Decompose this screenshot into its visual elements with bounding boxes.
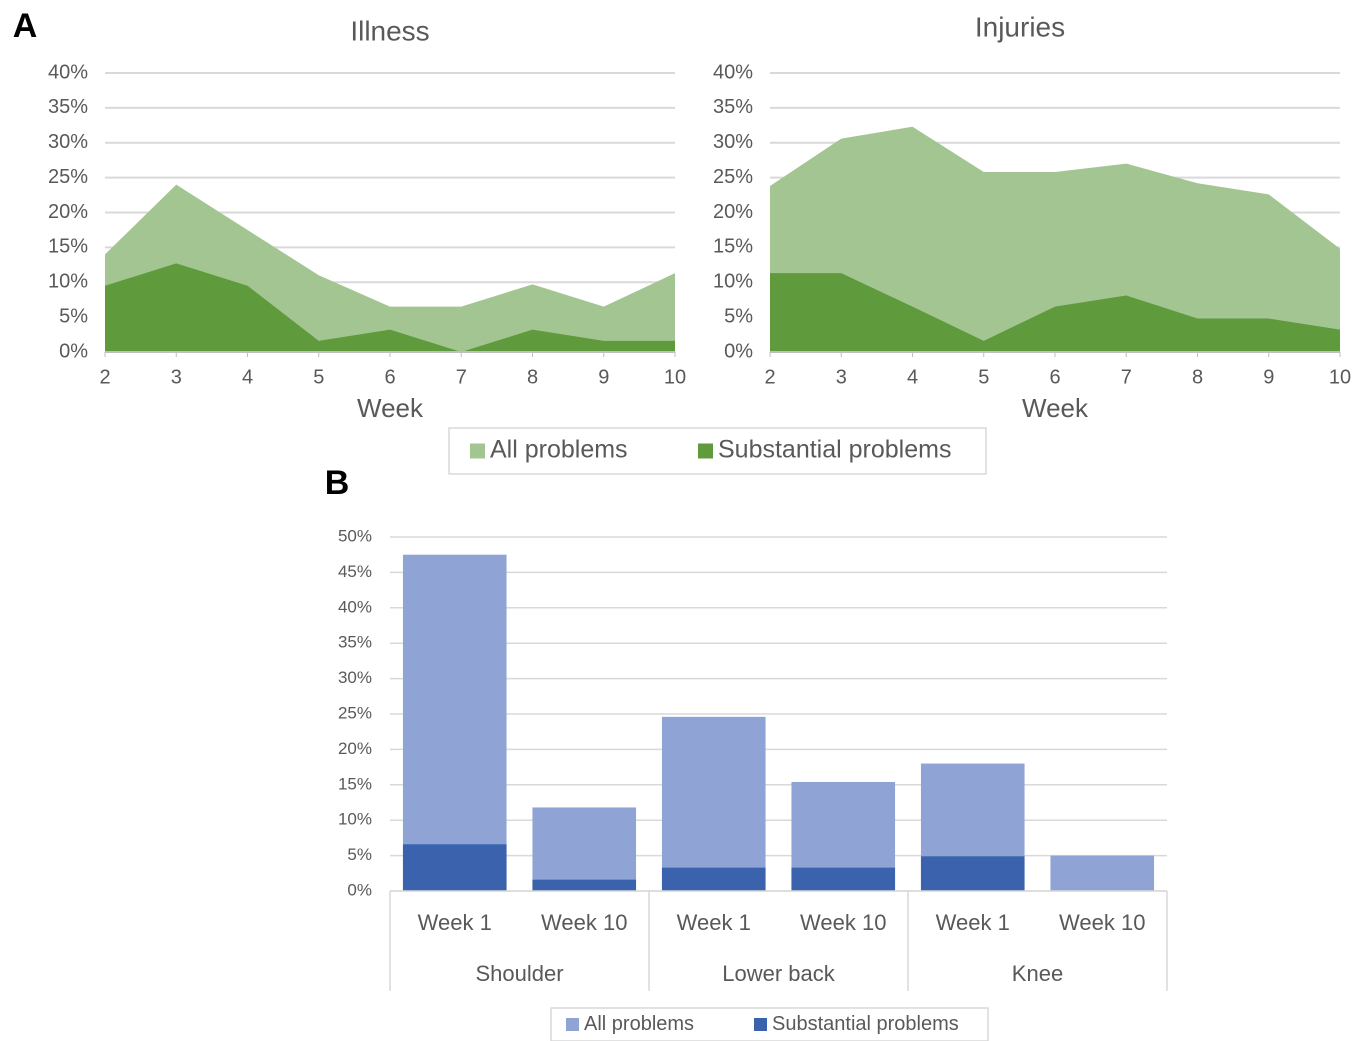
y-tick-label: 15%	[338, 774, 372, 793]
y-tick-label: 30%	[713, 131, 753, 153]
y-tick-label: 25%	[713, 166, 753, 188]
x-tick-label: 6	[384, 366, 395, 388]
y-tick-label: 40%	[713, 61, 753, 83]
y-tick-label: 15%	[48, 236, 88, 258]
y-tick-label: 40%	[48, 61, 88, 83]
y-tick-label: 45%	[338, 562, 372, 581]
x-tick-label: Week 1	[936, 910, 1010, 935]
y-tick-label: 0%	[347, 880, 372, 899]
x-tick-label: 9	[1263, 366, 1274, 388]
x-tick-label: 8	[527, 366, 538, 388]
panel-label: A	[13, 7, 38, 45]
x-tick-label: 8	[1192, 366, 1203, 388]
x-tick-label: 7	[456, 366, 467, 388]
y-tick-label: 30%	[338, 668, 372, 687]
legend-label: All problems	[584, 1013, 694, 1035]
bar	[402, 554, 507, 891]
legend-swatch	[566, 1018, 579, 1031]
legend-box	[448, 427, 987, 475]
y-tick-label: 0%	[724, 340, 753, 362]
y-tick-label: 0%	[59, 340, 88, 362]
x-tick-label: 2	[764, 366, 775, 388]
chart-title: Injuries	[975, 11, 1065, 42]
bar	[661, 716, 766, 891]
x-tick-label: Week 10	[541, 910, 627, 935]
bar	[532, 879, 637, 891]
y-tick-label: 5%	[59, 305, 88, 327]
legend-swatch	[698, 443, 713, 459]
group-label: Shoulder	[475, 961, 563, 986]
legend-label: Substantial problems	[772, 1013, 959, 1035]
y-tick-label: 35%	[48, 96, 88, 118]
legend-box	[550, 1007, 989, 1041]
bar	[661, 867, 766, 891]
x-tick-label: Week 1	[418, 910, 492, 935]
y-tick-label: 30%	[48, 131, 88, 153]
y-tick-label: 10%	[338, 810, 372, 829]
y-tick-label: 5%	[724, 305, 753, 327]
x-axis-label: Week	[357, 393, 424, 423]
y-tick-label: 40%	[338, 597, 372, 616]
group-label: Lower back	[722, 961, 836, 986]
bar	[791, 867, 896, 891]
x-tick-label: 10	[664, 366, 686, 388]
y-tick-label: 25%	[338, 703, 372, 722]
area	[770, 126, 1340, 353]
x-axis-label: Week	[1022, 393, 1089, 423]
y-tick-label: 10%	[48, 271, 88, 293]
x-tick-label: Week 10	[800, 910, 886, 935]
y-tick-label: 25%	[48, 166, 88, 188]
y-tick-label: 10%	[713, 271, 753, 293]
legend-swatch	[470, 443, 485, 459]
x-tick-label: 3	[171, 366, 182, 388]
x-tick-label: 6	[1049, 366, 1060, 388]
area	[770, 273, 1340, 352]
x-tick-label: 10	[1329, 366, 1351, 388]
x-tick-label: 4	[907, 366, 918, 388]
x-tick-label: 5	[313, 366, 324, 388]
panel-label: B	[325, 464, 350, 502]
bar	[402, 844, 507, 891]
x-tick-label: 4	[242, 366, 253, 388]
y-tick-label: 15%	[713, 236, 753, 258]
y-tick-label: 35%	[338, 633, 372, 652]
chart-title: Illness	[350, 15, 429, 46]
y-tick-label: 20%	[338, 739, 372, 758]
x-tick-label: 9	[598, 366, 609, 388]
x-tick-label: 2	[99, 366, 110, 388]
bar	[532, 807, 637, 891]
bar	[920, 856, 1025, 891]
legend-label: All problems	[490, 436, 628, 464]
y-tick-label: 20%	[713, 201, 753, 223]
x-tick-label: 5	[978, 366, 989, 388]
legend-swatch	[754, 1018, 767, 1031]
y-tick-label: 50%	[338, 526, 372, 545]
area	[105, 263, 675, 352]
group-label: Knee	[1012, 961, 1063, 986]
bar	[1050, 855, 1155, 891]
legend-label: Substantial problems	[718, 436, 951, 464]
y-tick-label: 20%	[48, 201, 88, 223]
x-tick-label: Week 1	[677, 910, 751, 935]
y-tick-label: 35%	[713, 96, 753, 118]
y-tick-label: 5%	[347, 845, 372, 864]
x-tick-label: 7	[1121, 366, 1132, 388]
x-tick-label: Week 10	[1059, 910, 1145, 935]
x-tick-label: 3	[836, 366, 847, 388]
